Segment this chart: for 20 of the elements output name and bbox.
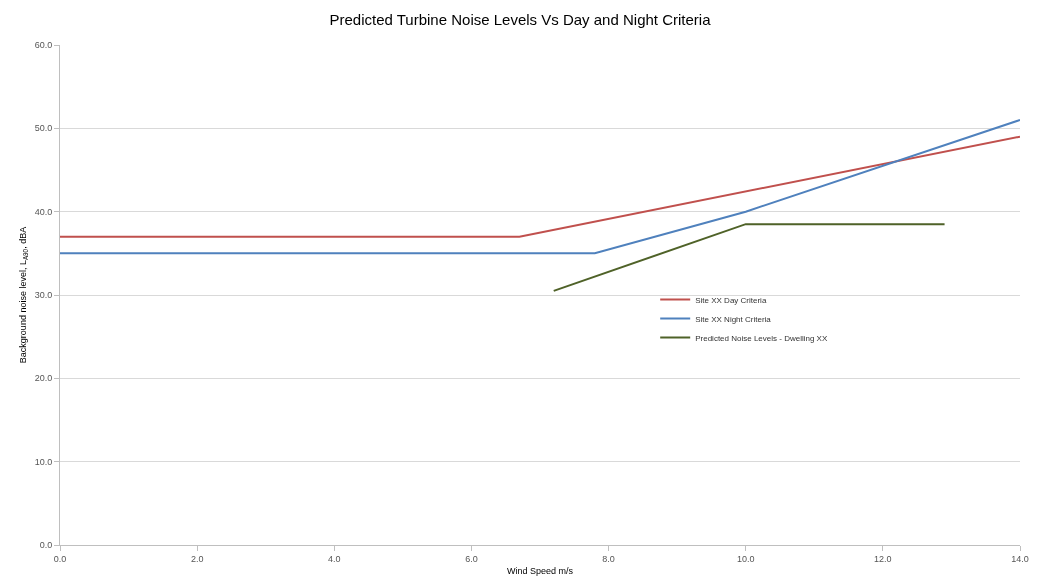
x-axis-title: Wind Speed m/s [506,565,574,576]
y-tick-label: 10.0 [34,456,53,467]
x-tick-label: 4.0 [328,553,341,564]
y-tick-label: 30.0 [34,290,53,301]
legend-label: Site XX Night Criteria [695,314,772,324]
y-tick-label: 40.0 [34,206,53,217]
y-tick-label: 60.0 [34,40,53,51]
x-tick-label: 2.0 [190,553,204,564]
chart-title: Predicted Turbine Noise Levels Vs Day and Night Criteria [329,11,712,29]
y-tick-label: 50.0 [34,123,53,134]
x-tick-label: 10.0 [736,553,755,564]
x-tick-label: 8.0 [602,553,615,564]
x-tick-label: 0.0 [53,553,67,564]
legend-label: Site XX Day Criteria [695,295,767,305]
y-tick-label: 20.0 [34,373,53,384]
x-tick-label: 14.0 [1011,553,1029,564]
y-tick-label: 0.0 [39,540,53,551]
x-tick-label: 12.0 [874,553,892,564]
legend-label: Predicted Noise Levels - Dwelling XX [695,333,828,343]
x-tick-label: 6.0 [465,553,478,564]
